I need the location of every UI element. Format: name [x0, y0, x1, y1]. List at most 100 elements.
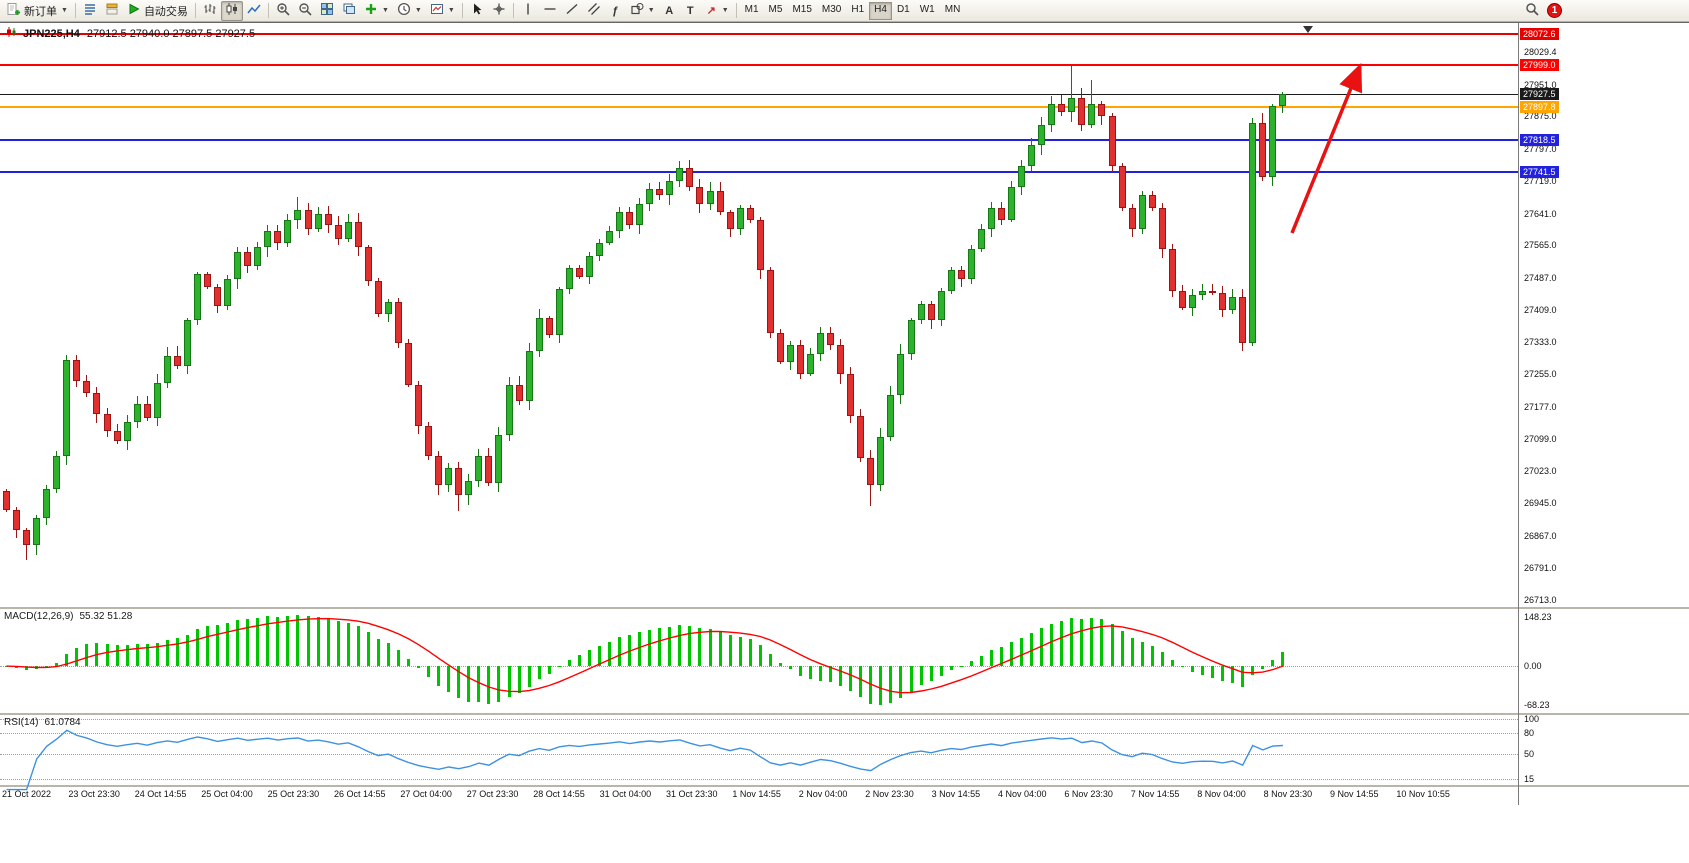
timeframe-h1[interactable]: H1	[851, 3, 865, 15]
candle	[786, 345, 794, 362]
arrows-button[interactable]: ↗ ▼	[701, 1, 733, 21]
candle	[324, 214, 332, 225]
macd-histogram-bar	[487, 666, 491, 705]
zoom-out-button[interactable]	[294, 1, 316, 21]
crosshair-button[interactable]	[488, 1, 510, 21]
candle	[595, 243, 603, 256]
macd-histogram-bar	[507, 666, 511, 697]
macd-histogram-bar	[547, 666, 551, 675]
notifications-indicator[interactable]: 1	[1543, 1, 1566, 21]
chart-title: JPN225,H4 27912.5 27940.0 27897.5 27927.…	[6, 27, 255, 40]
time-axis-label: 27 Oct 04:00	[400, 789, 452, 799]
templates-button[interactable]: ▼	[426, 1, 459, 21]
market-watch-button[interactable]	[79, 1, 101, 21]
search-button[interactable]	[1521, 1, 1543, 21]
tile-windows-button[interactable]	[316, 1, 338, 21]
text-label-button[interactable]: T	[680, 1, 701, 21]
time-axis-label: 8 Nov 04:00	[1197, 789, 1246, 799]
macd-histogram-bar	[819, 666, 823, 681]
timeframe-m30[interactable]: M30	[821, 3, 842, 15]
resistance-line-2[interactable]	[0, 63, 1518, 66]
macd-histogram-bar	[839, 666, 843, 686]
support-line-2[interactable]	[0, 170, 1518, 173]
macd-histogram-bar	[125, 644, 129, 667]
candle	[33, 518, 41, 546]
resistance-line-1[interactable]	[0, 33, 1518, 35]
macd-histogram-bar	[65, 653, 69, 667]
macd-histogram-bar	[798, 666, 802, 676]
arrow-style-icon: ↗	[706, 4, 716, 17]
timeframe-m1[interactable]: M1	[744, 3, 759, 15]
macd-histogram-bar	[266, 616, 270, 667]
candle	[937, 291, 945, 321]
current-price-line[interactable]	[0, 93, 1518, 95]
new-order-button-label: 新订单	[24, 5, 57, 18]
candle	[927, 303, 935, 321]
timeframe-m15[interactable]: M15	[792, 3, 812, 15]
price-axis-tick: 27177.0	[1524, 401, 1557, 412]
chart-window[interactable]: JPN225,H4 27912.5 27940.0 27897.5 27927.…	[0, 22, 1689, 863]
support-line-1[interactable]	[0, 138, 1518, 141]
bar-chart-button[interactable]	[199, 1, 221, 21]
candle	[987, 207, 995, 229]
candle-wick	[1071, 66, 1073, 122]
candle-chart-icon	[225, 2, 239, 19]
cascade-windows-button[interactable]	[338, 1, 360, 21]
macd-panel-separator[interactable]	[0, 607, 1689, 609]
navigator-button[interactable]	[101, 1, 123, 21]
time-axis-label: 24 Oct 14:55	[134, 789, 187, 799]
shapes-button[interactable]: ▼	[626, 1, 659, 21]
indicators-button[interactable]: ▼	[360, 1, 393, 21]
candle	[374, 280, 382, 314]
time-axis-label: 23 Oct 23:30	[68, 789, 120, 799]
periods-button[interactable]: ▼	[393, 1, 426, 21]
autotrade-icon	[127, 2, 141, 19]
timeframe-mn[interactable]: MN	[944, 3, 961, 15]
zoom-in-button[interactable]	[272, 1, 294, 21]
notification-badge[interactable]: 1	[1547, 3, 1562, 18]
line-chart-button[interactable]	[243, 1, 265, 21]
bar-chart-icon	[203, 2, 217, 19]
horizontal-line-button[interactable]	[539, 1, 561, 21]
time-axis-label: 2 Nov 23:30	[865, 789, 914, 799]
timeframe-w1[interactable]: W1	[919, 3, 935, 15]
timeframe-m5[interactable]: M5	[768, 3, 783, 15]
trendline-button[interactable]	[561, 1, 583, 21]
candle	[686, 168, 694, 188]
navigator-icon	[105, 2, 119, 19]
macd-histogram-bar	[899, 666, 903, 699]
candle	[585, 255, 593, 277]
macd-histogram-bar	[1251, 666, 1255, 675]
cursor-button[interactable]	[466, 1, 488, 21]
fibonacci-button[interactable]: ƒ	[605, 1, 626, 21]
rsi-name: RSI(14)	[4, 717, 39, 728]
candle	[173, 355, 181, 367]
rsi-panel-separator[interactable]	[0, 713, 1689, 715]
text-button[interactable]: A	[659, 1, 680, 21]
new-order-button[interactable]: 新订单 ▼	[3, 1, 72, 21]
timeframe-d1[interactable]: D1	[896, 3, 910, 15]
candle	[354, 222, 362, 248]
autotrading-button[interactable]: 自动交易	[123, 1, 192, 21]
channel-button[interactable]	[583, 1, 605, 21]
candle	[857, 416, 865, 458]
macd-histogram-bar	[648, 629, 652, 667]
rsi-level-line	[0, 733, 1518, 735]
chart-shift-marker-icon[interactable]	[1303, 26, 1313, 33]
candle	[545, 318, 553, 335]
toolbar-separator	[512, 3, 514, 18]
timeframe-h4[interactable]: H4	[869, 1, 892, 20]
vertical-line-button[interactable]	[517, 1, 539, 21]
candle	[1108, 116, 1116, 167]
candle	[23, 530, 31, 546]
candle	[364, 247, 372, 281]
macd-histogram-bar	[929, 666, 933, 682]
macd-histogram-bar	[698, 627, 702, 667]
pivot-line[interactable]	[0, 105, 1518, 108]
macd-histogram-bar	[728, 634, 732, 667]
macd-histogram-bar	[195, 628, 199, 667]
candle	[646, 189, 654, 204]
candle-wick	[1212, 284, 1213, 296]
candle-chart-button[interactable]	[220, 0, 243, 21]
price-tag-support-line-1: 27818.5	[1520, 133, 1559, 146]
